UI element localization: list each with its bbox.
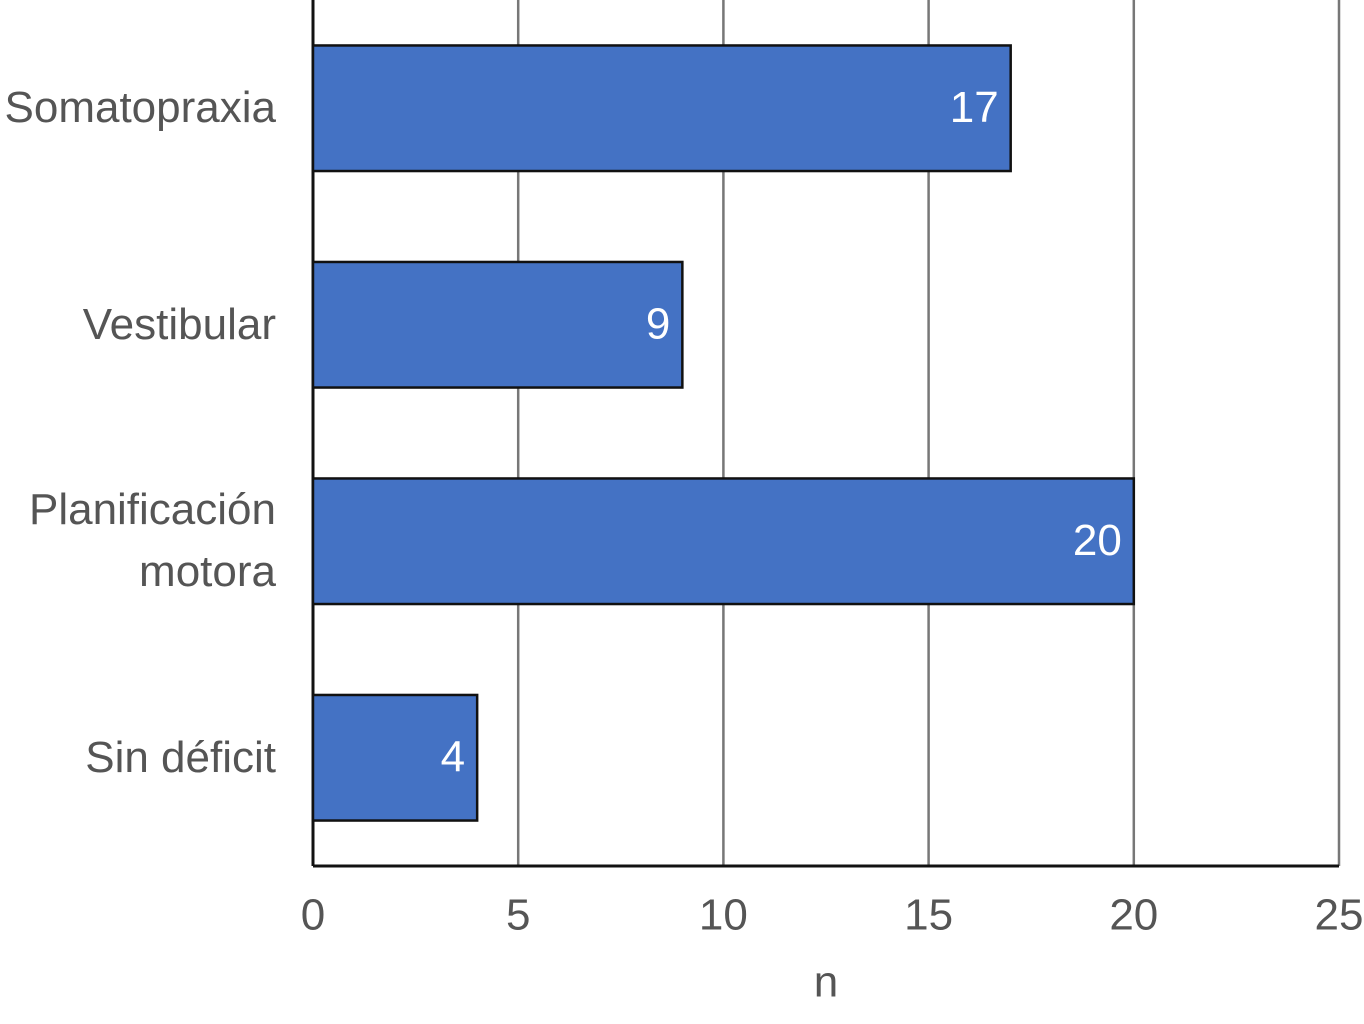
data-label: 4 <box>441 732 465 781</box>
bar <box>311 44 1012 173</box>
data-label: 9 <box>646 299 670 348</box>
x-tick-label: 10 <box>699 891 748 940</box>
bar <box>311 693 479 822</box>
x-tick-label: 20 <box>1109 891 1158 940</box>
y-tick-label: Planificación motora <box>28 485 276 597</box>
data-label: 20 <box>1073 516 1122 565</box>
bar <box>311 477 1136 606</box>
y-tick-label: Somatopraxia <box>4 83 276 133</box>
bar <box>311 260 684 389</box>
x-axis-title: n <box>814 958 838 1007</box>
x-tick-label: 25 <box>1315 891 1364 940</box>
y-tick-label: Vestibular <box>82 299 276 349</box>
x-tick-label: 15 <box>904 891 953 940</box>
y-tick-label: Sin déficit <box>85 732 276 782</box>
data-label: 17 <box>950 83 999 132</box>
x-tick-label: 0 <box>301 891 325 940</box>
x-tick-label: 5 <box>506 891 530 940</box>
